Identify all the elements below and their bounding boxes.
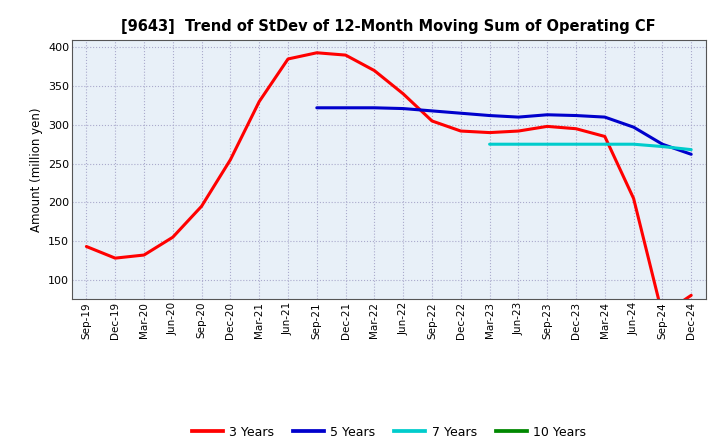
- Title: [9643]  Trend of StDev of 12-Month Moving Sum of Operating CF: [9643] Trend of StDev of 12-Month Moving…: [122, 19, 656, 34]
- Y-axis label: Amount (million yen): Amount (million yen): [30, 107, 42, 231]
- Legend: 3 Years, 5 Years, 7 Years, 10 Years: 3 Years, 5 Years, 7 Years, 10 Years: [186, 421, 591, 440]
